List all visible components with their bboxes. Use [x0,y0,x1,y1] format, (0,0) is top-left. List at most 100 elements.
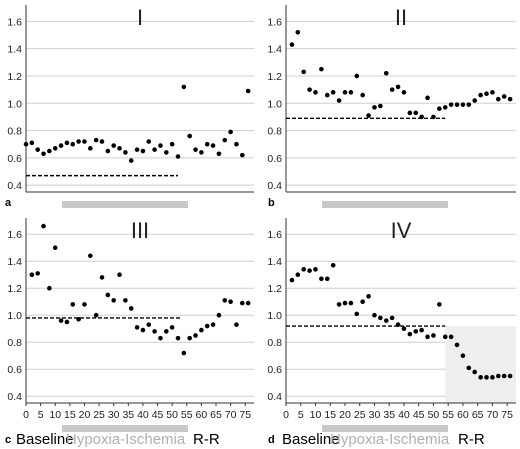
data-point [354,73,360,79]
x-tick-label: 70 [487,409,499,421]
x-tick-label: 35 [122,409,134,421]
data-point [378,315,383,321]
panel-title: II [395,5,407,30]
data-point [466,102,472,107]
data-point [383,318,389,323]
data-point [425,334,430,340]
data-point [117,146,122,151]
data-point [41,223,46,229]
x-tick-label: 65 [472,409,484,421]
data-point [348,300,354,306]
y-tick-label: 1.6 [7,16,22,28]
data-point [395,84,401,90]
data-point [501,373,507,379]
x-tick-label: 60 [196,409,208,421]
data-point [378,103,383,109]
panel-iv: 0.40.60.81.01.21.41.60 5 10 15 20 25 30 35 40 45 5… [267,218,516,446]
y-tick-label: 0.4 [7,180,22,192]
data-point [419,327,424,333]
data-point [47,148,52,154]
data-point [134,325,140,330]
y-tick-label: 0.4 [267,391,282,403]
data-point [301,267,306,272]
data-point [336,302,342,307]
data-point [140,148,146,154]
data-point [152,147,157,152]
x-tick-label: 50 [428,409,440,421]
x-tick-label: 40 [137,409,149,421]
hypoxia-period-bar [62,201,188,208]
data-point [484,91,489,97]
data-point [419,114,424,120]
data-point [93,312,99,318]
y-tick-label: 1.2 [7,71,22,83]
x-tick-label: 70 [225,409,237,421]
y-tick-label: 0.8 [267,126,282,138]
data-point [413,110,419,116]
data-point [484,375,489,380]
data-point [366,113,371,118]
data-point [158,335,163,341]
data-point [442,105,448,110]
data-point [234,141,239,147]
baseline-label-right: Baseline [282,431,340,448]
data-point [199,327,204,333]
x-tick-label: 15 [324,409,336,421]
y-tick-label: 1.0 [267,310,282,322]
data-point [245,300,251,306]
x-tick-label: 65 [210,409,222,421]
data-point [490,90,495,95]
y-tick-label: 0.6 [267,153,282,165]
data-point [193,333,198,338]
data-point [507,96,513,102]
data-point [507,373,513,379]
rr-label-left: R-R [193,431,220,448]
data-point [29,140,35,146]
data-point [175,335,181,341]
data-point [228,129,233,135]
y-tick-label: 1.4 [7,256,22,268]
x-tick-label: 75 [239,409,251,421]
data-point [105,292,111,298]
data-point [82,302,87,307]
data-point [222,298,228,303]
data-point [324,92,330,98]
data-point [193,147,198,152]
data-point [407,331,413,337]
data-point [389,87,395,92]
data-point [389,315,395,321]
data-point [58,143,64,148]
rr-label-right: R-R [458,431,485,448]
hypoxia-label-left: Hypoxia-Ischemia [66,431,186,448]
hypoxia-period-bar [62,425,188,432]
y-tick-label: 1.0 [7,310,22,322]
panel-letter: b [268,197,275,209]
data-point [366,294,371,299]
data-point [88,146,93,151]
data-point [99,139,105,144]
x-tick-label: 45 [152,409,164,421]
x-tick-label: 45 [413,409,425,421]
data-point [496,373,501,379]
data-point [407,110,413,116]
data-point [140,327,146,333]
data-point [199,150,204,155]
data-point [187,335,192,341]
data-point [70,302,76,307]
data-point [210,143,216,148]
data-point [64,140,70,146]
data-point [307,87,312,92]
x-tick-label: 10 [310,409,322,421]
data-point [117,272,122,278]
data-point [342,300,348,306]
data-point [111,298,116,303]
baseline-label-left: Baseline [16,431,74,448]
shaded-region [445,326,516,403]
data-point [324,276,330,282]
data-point [342,90,348,95]
data-point [413,329,419,334]
data-point [354,311,360,317]
data-point [401,90,407,95]
data-point [123,298,128,303]
